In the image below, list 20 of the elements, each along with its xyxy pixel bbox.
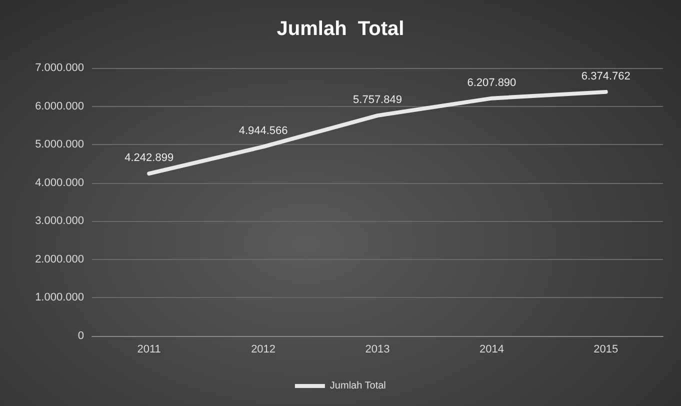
x-tick-label: 2011 [137,344,161,356]
data-label: 4.242.899 [124,152,174,164]
y-tick-label: 5.000.000 [35,138,84,151]
legend-label: Jumlah Total [330,380,386,392]
y-tick-label: 0 [78,330,84,342]
x-tick-label: 2015 [594,344,618,356]
y-tick-label: 1.000.000 [35,292,84,304]
y-tick-label: 2.000.000 [35,253,84,266]
y-tick-label: 6.000.000 [35,100,84,112]
data-label: 5.757.849 [353,94,402,106]
x-tick-label: 2014 [479,344,504,356]
y-tick-label: 3.000.000 [35,215,84,228]
data-label: 4.944.566 [238,125,288,138]
data-label: 6.374.762 [581,70,630,82]
x-tick-label: 2012 [251,344,276,356]
x-tick-label: 2013 [365,344,390,356]
data-label: 6.207.890 [467,76,516,89]
chart-title: Jumlah Total [276,18,404,40]
y-tick-label: 4.000.000 [35,176,84,189]
y-tick-label: 7.000.000 [35,62,84,74]
